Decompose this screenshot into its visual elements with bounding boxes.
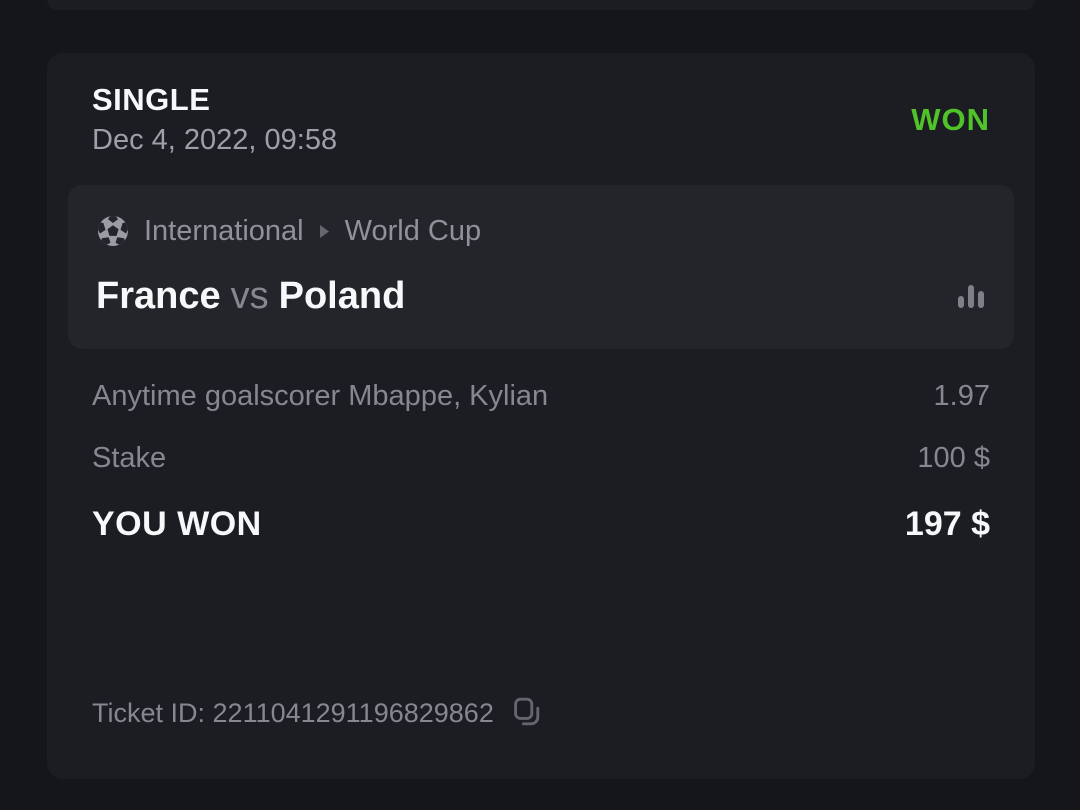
selection-row: Anytime goalscorer Mbappe, Kylian 1.97: [92, 376, 990, 416]
breadcrumb-category: International: [144, 215, 304, 247]
status-badge: WON: [911, 102, 990, 137]
ticket-id-label: Ticket ID:: [92, 698, 206, 728]
home-team: France: [96, 275, 221, 317]
ticket-footer: Ticket ID: 2211041291196829862: [92, 693, 990, 733]
breadcrumb-tournament: World Cup: [344, 215, 482, 247]
match-title: France vs Poland: [96, 270, 405, 322]
match-card[interactable]: International World Cup France vs Poland: [68, 185, 1014, 349]
vs-label: vs: [230, 275, 269, 317]
selection-label: Anytime goalscorer Mbappe, Kylian: [92, 380, 549, 412]
previous-ticket-card-edge: [47, 0, 1035, 10]
spacer: [68, 546, 1014, 693]
ticket-datetime: Dec 4, 2022, 09:58: [92, 124, 338, 156]
ticket-id-value: 2211041291196829862: [212, 698, 494, 728]
ticket-header-left: SINGLE Dec 4, 2022, 09:58: [92, 81, 337, 159]
soccer-ball-icon: [96, 214, 130, 248]
ticket-header: SINGLE Dec 4, 2022, 09:58 WON: [92, 81, 990, 159]
bet-rows: Anytime goalscorer Mbappe, Kylian 1.97 S…: [92, 376, 990, 500]
chart-bars-icon[interactable]: [956, 282, 986, 310]
bet-ticket-card: SINGLE Dec 4, 2022, 09:58 WON: [47, 53, 1035, 779]
breadcrumb: International World Cup: [96, 212, 986, 250]
match-title-row: France vs Poland: [96, 270, 986, 322]
ticket-id: Ticket ID: 2211041291196829862: [92, 693, 494, 733]
copy-icon[interactable]: [510, 695, 544, 731]
selection-odds: 1.97: [933, 380, 990, 412]
away-team: Poland: [278, 275, 406, 317]
stake-label: Stake: [92, 442, 167, 474]
result-row: YOU WON 197 $: [92, 502, 990, 546]
result-label: YOU WON: [92, 505, 262, 543]
chevron-right-icon: [319, 224, 329, 238]
stake-value: 100 $: [917, 442, 990, 474]
stake-row: Stake 100 $: [92, 438, 990, 478]
result-value: 197 $: [904, 505, 990, 543]
ticket-type-label: SINGLE: [92, 82, 211, 117]
